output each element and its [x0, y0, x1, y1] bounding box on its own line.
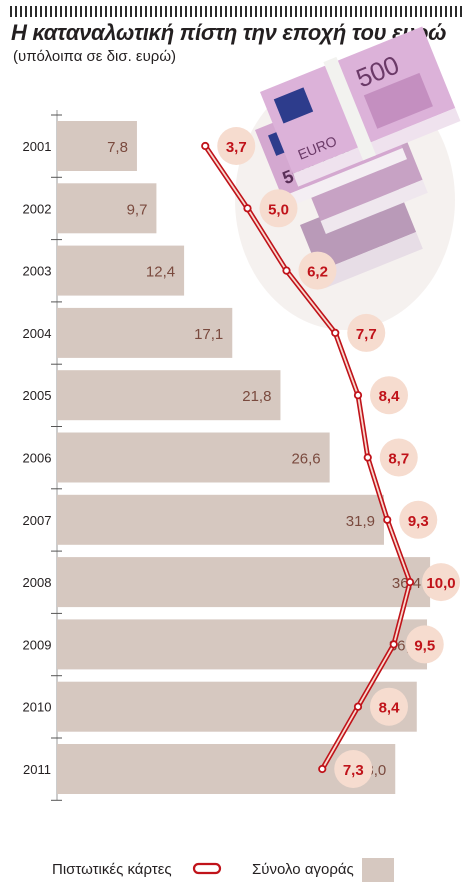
bar-value-label: 17,1 [194, 326, 223, 343]
legend-bar-label: Σύνολο αγοράς [252, 861, 354, 878]
year-label: 2004 [23, 326, 52, 341]
header-stripes [10, 6, 462, 17]
bar [57, 370, 281, 421]
card-point [331, 328, 340, 337]
card-point [282, 266, 291, 275]
legend-bar-swatch [362, 858, 394, 882]
year-label: 2002 [23, 201, 52, 216]
card-point [405, 577, 415, 587]
card-value-label: 10,0 [426, 575, 455, 592]
bar [57, 245, 185, 296]
card-value-bubble [259, 189, 298, 228]
year-label: 2006 [23, 451, 52, 466]
chart-area: 500EURO EURO 500 2001 2002 2003 2004 2005 200… [23, 26, 461, 801]
card-value-label: 8,4 [379, 700, 401, 717]
bar-value-label: 21,8 [242, 388, 271, 405]
bar-value-label: 31,9 [346, 513, 375, 530]
card-value-bubble [399, 500, 438, 539]
bar [57, 557, 431, 608]
chart-title: Η καταναλωτική πίστη την εποχή του ευρώ [11, 20, 447, 45]
card-point [243, 204, 252, 213]
bar [57, 681, 417, 732]
card-value-bubble [379, 438, 418, 477]
card-value-label: 3,7 [226, 139, 247, 156]
card-point [389, 640, 398, 649]
card-value-label: 7,3 [343, 762, 364, 779]
bar [57, 494, 384, 545]
legend-line-swatch [192, 862, 222, 875]
card-value-bubble [217, 127, 256, 165]
bar-value-label: 7,8 [107, 139, 128, 156]
card-value-bubble [370, 687, 408, 726]
card-value-label: 9,5 [414, 637, 435, 654]
year-label: 2003 [23, 264, 52, 279]
bar [57, 121, 137, 171]
card-point [318, 764, 327, 774]
chart-subtitle: (υπόλοιπα σε δισ. ευρώ) [13, 48, 177, 65]
card-value-bubble [347, 313, 386, 352]
year-label: 2009 [23, 637, 52, 652]
year-label: 2007 [23, 513, 52, 528]
euro-banknote-stack-illustration: 500EURO EURO 500 [235, 26, 461, 330]
year-label: 2001 [23, 139, 52, 154]
card-point [353, 702, 363, 711]
card-value-label: 9,3 [408, 513, 429, 530]
year-label: 2005 [23, 388, 52, 403]
card-point [383, 515, 392, 524]
legend: Πιστωτικές κάρτες Σύνολο αγοράς [0, 852, 471, 888]
year-label: 2010 [23, 700, 52, 715]
bar-value-label: 12,4 [146, 264, 175, 281]
bar-value-label: 9,7 [127, 201, 148, 218]
card-value-bubble [334, 750, 373, 788]
bar [57, 432, 330, 483]
card-point [363, 453, 372, 462]
card-value-label: 7,7 [356, 326, 377, 343]
bar [57, 307, 233, 358]
card-value-bubble [405, 625, 444, 664]
year-label: 2008 [23, 575, 52, 590]
bar [57, 619, 428, 670]
card-value-label: 5,0 [268, 201, 289, 218]
card-point [353, 391, 363, 400]
card-value-label: 6,2 [307, 264, 328, 281]
card-value-bubble [422, 563, 460, 602]
year-label: 2011 [23, 762, 51, 777]
card-value-bubble [298, 251, 337, 290]
bar [57, 183, 157, 234]
legend-line-label: Πιστωτικές κάρτες [52, 861, 172, 878]
card-point [201, 141, 210, 151]
bar-value-label: 26,6 [291, 451, 320, 468]
card-value-label: 8,4 [379, 388, 401, 405]
card-value-label: 8,7 [388, 451, 409, 468]
card-value-bubble [370, 376, 408, 415]
